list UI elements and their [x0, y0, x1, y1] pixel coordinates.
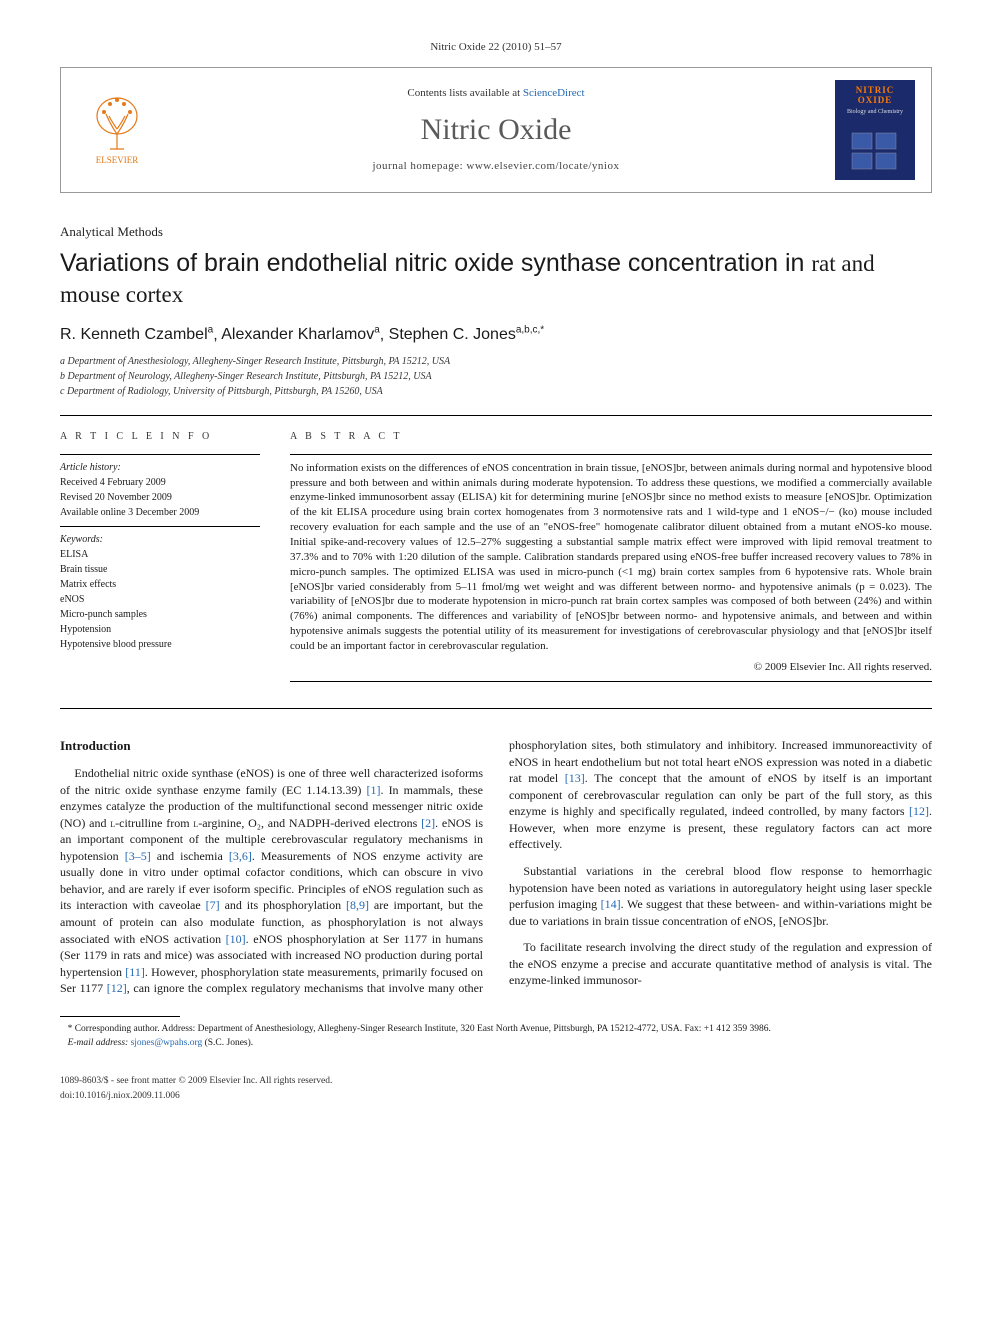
- journal-name: Nitric Oxide: [157, 109, 835, 151]
- author-aff: a: [208, 325, 214, 336]
- sciencedirect-link[interactable]: ScienceDirect: [523, 87, 585, 99]
- body-text: -citrulline from: [115, 816, 193, 830]
- author: Stephen C. Jonesa,b,c,*: [389, 326, 545, 343]
- sub-divider: [60, 526, 260, 527]
- author-name: Alexander Kharlamov: [221, 326, 374, 343]
- cover-graphic-icon: [850, 131, 900, 171]
- author-list: R. Kenneth Czambela, Alexander Kharlamov…: [60, 324, 932, 347]
- keywords-label: Keywords:: [60, 533, 260, 547]
- author-aff: a,b,c,*: [516, 325, 544, 336]
- footnotes: * Corresponding author. Address: Departm…: [60, 1023, 932, 1050]
- body-text: and ischemia: [151, 849, 229, 863]
- history-item: Revised 20 November 2009: [60, 491, 260, 505]
- divider: [60, 708, 932, 709]
- article-title: Variations of brain endothelial nitric o…: [60, 248, 932, 311]
- sub-divider: [290, 454, 932, 455]
- article-info: A R T I C L E I N F O Article history: R…: [60, 430, 260, 688]
- ref-link[interactable]: [2]: [421, 816, 435, 830]
- author-aff: a: [374, 325, 380, 336]
- author-name: R. Kenneth Czambel: [60, 326, 208, 343]
- keyword: ELISA: [60, 548, 260, 562]
- info-header: A R T I C L E I N F O: [60, 430, 260, 444]
- corresponding-note: * Corresponding author. Address: Departm…: [60, 1023, 932, 1035]
- section-heading-intro: Introduction: [60, 737, 483, 755]
- ref-link[interactable]: [7]: [206, 898, 220, 912]
- author: Alexander Kharlamova: [221, 326, 380, 343]
- divider: [60, 415, 932, 416]
- homepage-url[interactable]: www.elsevier.com/locate/yniox: [466, 160, 619, 172]
- homepage-prefix: journal homepage:: [372, 160, 466, 172]
- info-abstract-row: A R T I C L E I N F O Article history: R…: [60, 430, 932, 688]
- keywords: Keywords: ELISA Brain tissue Matrix effe…: [60, 533, 260, 652]
- body-text: -arginine, O₂, and NADPH-derived electro…: [198, 816, 421, 830]
- publisher-logo: ELSEVIER: [77, 94, 157, 167]
- affiliation: b Department of Neurology, Allegheny-Sin…: [60, 370, 932, 384]
- footnote-separator: [60, 1016, 180, 1017]
- abstract-text: No information exists on the differences…: [290, 461, 932, 654]
- email-label: E-mail address:: [68, 1038, 131, 1048]
- cover-subtitle: Biology and Chemistry: [847, 108, 903, 116]
- affiliations: a Department of Anesthesiology, Alleghen…: [60, 355, 932, 399]
- history-item: Received 4 February 2009: [60, 476, 260, 490]
- keyword: Hypotension: [60, 623, 260, 637]
- cover-title: NITRIC OXIDE: [839, 86, 911, 106]
- history-label: Article history:: [60, 461, 260, 475]
- ref-link[interactable]: [13]: [565, 771, 585, 785]
- body-text: and its phosphorylation: [220, 898, 346, 912]
- keyword: Matrix effects: [60, 578, 260, 592]
- article-history: Article history: Received 4 February 200…: [60, 461, 260, 520]
- ref-link[interactable]: [8,9]: [346, 898, 369, 912]
- ref-link[interactable]: [11]: [125, 965, 145, 979]
- contents-prefix: Contents lists available at: [407, 87, 522, 99]
- title-main: Variations of brain endothelial nitric o…: [60, 249, 811, 277]
- abstract-copyright: © 2009 Elsevier Inc. All rights reserved…: [290, 660, 932, 675]
- ref-link[interactable]: [1]: [367, 783, 381, 797]
- email-link[interactable]: sjones@wpahs.org: [131, 1038, 203, 1048]
- issn-line: 1089-8603/$ - see front matter © 2009 El…: [60, 1075, 932, 1088]
- contents-line: Contents lists available at ScienceDirec…: [157, 86, 835, 101]
- author: R. Kenneth Czambela: [60, 326, 213, 343]
- page-footer: 1089-8603/$ - see front matter © 2009 El…: [60, 1075, 932, 1103]
- article-body: Introduction Endothelial nitric oxide sy…: [60, 737, 932, 998]
- banner-center: Contents lists available at ScienceDirec…: [157, 86, 835, 175]
- journal-homepage: journal homepage: www.elsevier.com/locat…: [157, 159, 835, 174]
- ref-link[interactable]: [12]: [107, 981, 127, 995]
- sub-divider: [60, 454, 260, 455]
- article-type: Analytical Methods: [60, 223, 932, 241]
- keyword: Hypotensive blood pressure: [60, 638, 260, 652]
- affiliation: a Department of Anesthesiology, Alleghen…: [60, 355, 932, 369]
- publisher-name: ELSEVIER: [96, 154, 139, 167]
- body-paragraph: Substantial variations in the cerebral b…: [509, 863, 932, 929]
- body-paragraph: To facilitate research involving the dir…: [509, 939, 932, 989]
- ref-link[interactable]: [12]: [909, 804, 929, 818]
- journal-citation: Nitric Oxide 22 (2010) 51–57: [60, 40, 932, 55]
- sub-divider: [290, 681, 932, 682]
- journal-banner: ELSEVIER Contents lists available at Sci…: [60, 67, 932, 193]
- abstract-header: A B S T R A C T: [290, 430, 932, 444]
- affiliation: c Department of Radiology, University of…: [60, 385, 932, 399]
- ref-link[interactable]: [3–5]: [125, 849, 151, 863]
- ref-link[interactable]: [10]: [226, 932, 246, 946]
- abstract: A B S T R A C T No information exists on…: [290, 430, 932, 688]
- elsevier-tree-icon: [92, 94, 142, 154]
- email-who: (S.C. Jones).: [202, 1038, 253, 1048]
- ref-link[interactable]: [3,6]: [229, 849, 252, 863]
- keyword: eNOS: [60, 593, 260, 607]
- email-note: E-mail address: sjones@wpahs.org (S.C. J…: [60, 1037, 932, 1049]
- doi-line: doi:10.1016/j.niox.2009.11.006: [60, 1090, 932, 1103]
- keyword: Micro-punch samples: [60, 608, 260, 622]
- history-item: Available online 3 December 2009: [60, 506, 260, 520]
- ref-link[interactable]: [14]: [601, 897, 621, 911]
- journal-cover-thumb: NITRIC OXIDE Biology and Chemistry: [835, 80, 915, 180]
- keyword: Brain tissue: [60, 563, 260, 577]
- author-name: Stephen C. Jones: [389, 326, 516, 343]
